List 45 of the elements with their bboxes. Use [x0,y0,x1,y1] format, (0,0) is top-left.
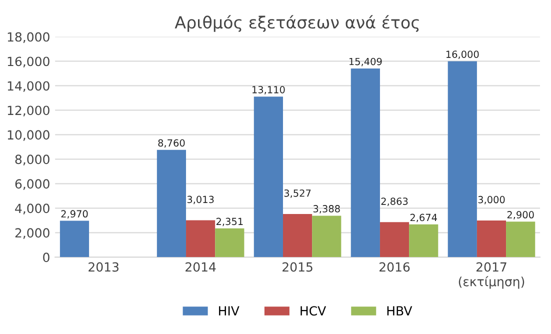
x-tick-label: 2017 (εκτίμηση) [458,262,524,289]
data-label: 2,351 [216,218,243,226]
bar [312,216,342,258]
data-label: 3,388 [313,205,340,214]
x-tick-label: 2013 [88,262,118,272]
bar [350,68,380,258]
y-tick-label: 0 [43,252,50,262]
y-tick-label: 2,000 [15,228,50,239]
y-tick-label: 6,000 [15,179,50,190]
data-label: 2,970 [61,210,88,219]
bar [186,220,216,258]
x-tick-label: 2016 [380,262,410,272]
bar [476,220,506,258]
data-label: 3,000 [478,196,505,204]
legend-label: HCV [300,306,326,316]
data-label: 13,110 [252,86,285,94]
data-label: 2,674 [410,214,437,222]
legend-label: HBV [387,306,412,316]
bar [506,222,536,258]
bar [409,224,438,258]
bar [60,220,90,258]
y-tick-label: 12,000 [8,106,50,116]
data-label: 3,013 [187,196,214,204]
x-tick-label: 2015 [282,262,312,272]
y-tick-label: 10,000 [8,130,50,141]
data-label: 8,760 [158,139,185,148]
data-label: 3,527 [284,189,311,198]
bar [380,222,410,258]
y-tick-label: 18,000 [8,32,50,43]
bar [156,150,186,258]
bar [448,61,477,258]
y-tick-label: 4,000 [15,204,50,214]
data-label: 2,900 [507,211,534,220]
bar [282,214,312,258]
data-label: 2,863 [381,198,408,206]
y-tick-label: 14,000 [8,81,50,92]
data-label: 15,409 [349,58,382,66]
y-tick-label: 8,000 [15,154,50,166]
y-tick-label: 16,000 [8,56,50,68]
bar [254,96,283,258]
x-tick-label: 2014 [186,262,216,272]
chart-title: Αριθμός εξετάσεων ανά έτος [174,15,419,32]
bar [215,228,244,258]
data-label: 16,000 [446,50,479,59]
legend-label: HIV [219,306,240,316]
